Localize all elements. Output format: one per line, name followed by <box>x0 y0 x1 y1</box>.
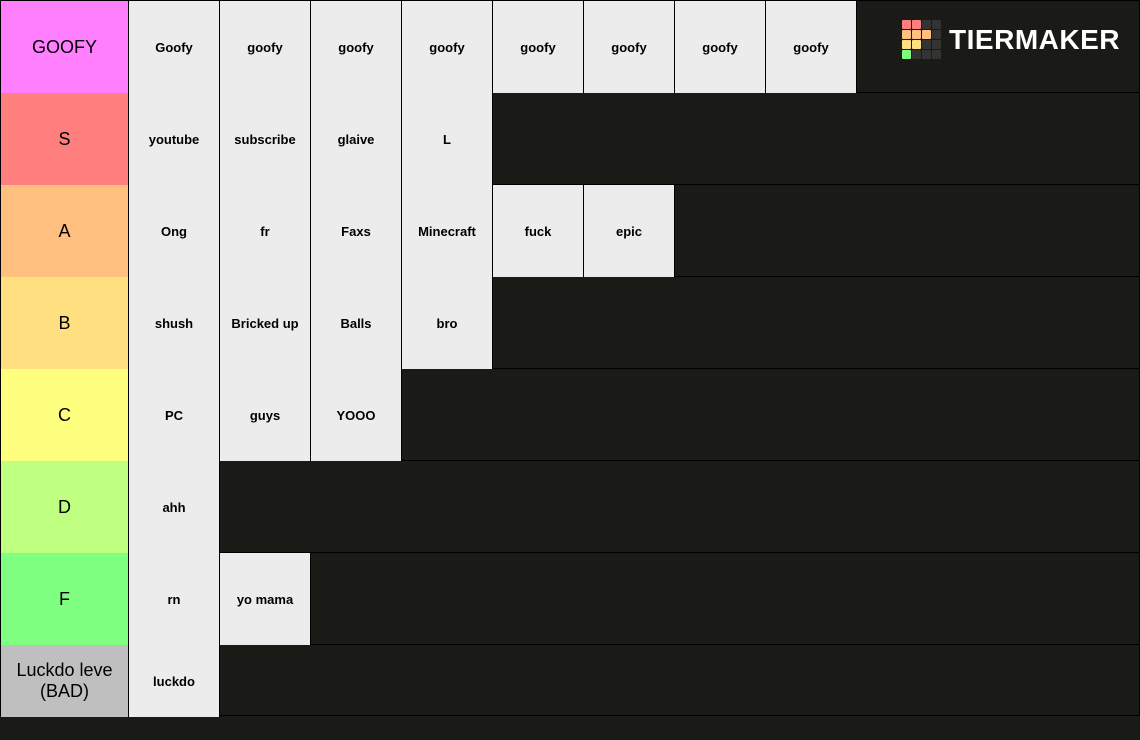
logo-cell <box>922 40 931 49</box>
tier-items[interactable]: luckdo <box>129 645 1139 715</box>
logo-cell <box>922 50 931 59</box>
tier-label[interactable]: GOOFY <box>1 1 129 93</box>
tier-item[interactable]: goofy <box>220 1 311 93</box>
tier-item[interactable]: goofy <box>402 1 493 93</box>
tier-item[interactable]: goofy <box>584 1 675 93</box>
tier-items[interactable]: ahh <box>129 461 1139 552</box>
logo-cell <box>922 30 931 39</box>
tier-item[interactable]: goofy <box>311 1 402 93</box>
logo-cell <box>912 50 921 59</box>
logo-cell <box>932 30 941 39</box>
tier-item[interactable]: epic <box>584 185 675 277</box>
tier-item[interactable]: fr <box>220 185 311 277</box>
tiermaker-logo-text: TIERMAKER <box>949 24 1120 56</box>
tier-item[interactable]: Minecraft <box>402 185 493 277</box>
tier-item[interactable]: yo mama <box>220 553 311 645</box>
tier-row: CPCguysYOOO <box>0 368 1140 460</box>
tier-item[interactable]: YOOO <box>311 369 402 461</box>
tier-item[interactable]: guys <box>220 369 311 461</box>
logo-cell <box>902 20 911 29</box>
logo-cell <box>932 50 941 59</box>
tier-item[interactable]: Goofy <box>129 1 220 93</box>
tier-label[interactable]: D <box>1 461 129 553</box>
logo-cell <box>902 40 911 49</box>
tier-row: Frnyo mama <box>0 552 1140 644</box>
tier-row: AOngfrFaxsMinecraftfuckepic <box>0 184 1140 276</box>
tier-item[interactable]: youtube <box>129 93 220 185</box>
tier-label[interactable]: A <box>1 185 129 277</box>
logo-cell <box>922 20 931 29</box>
tier-item[interactable]: fuck <box>493 185 584 277</box>
tier-item[interactable]: Balls <box>311 277 402 369</box>
tier-row: BshushBricked upBallsbro <box>0 276 1140 368</box>
logo-cell <box>902 30 911 39</box>
logo-cell <box>912 30 921 39</box>
tiermaker-logo: TIERMAKER <box>902 20 1120 59</box>
tier-label[interactable]: C <box>1 369 129 461</box>
tier-item[interactable]: bro <box>402 277 493 369</box>
tier-item[interactable]: luckdo <box>129 645 220 717</box>
tier-item[interactable]: L <box>402 93 493 185</box>
tier-row: SyoutubesubscribeglaiveL <box>0 92 1140 184</box>
tier-item[interactable]: PC <box>129 369 220 461</box>
tier-list: GOOFYGoofygoofygoofygoofygoofygoofygoofy… <box>0 0 1140 716</box>
tier-item[interactable]: glaive <box>311 93 402 185</box>
tier-row: Luckdo leve (BAD)luckdo <box>0 644 1140 716</box>
tier-item[interactable]: subscribe <box>220 93 311 185</box>
logo-cell <box>912 20 921 29</box>
tier-label[interactable]: F <box>1 553 129 645</box>
tiermaker-logo-grid <box>902 20 941 59</box>
tier-label[interactable]: B <box>1 277 129 369</box>
logo-cell <box>902 50 911 59</box>
tier-item[interactable]: goofy <box>493 1 584 93</box>
tier-item[interactable]: Bricked up <box>220 277 311 369</box>
tier-items[interactable]: rnyo mama <box>129 553 1139 644</box>
tier-item[interactable]: ahh <box>129 461 220 553</box>
tier-label[interactable]: Luckdo leve (BAD) <box>1 645 129 717</box>
tier-items[interactable]: youtubesubscribeglaiveL <box>129 93 1139 184</box>
tier-item[interactable]: Faxs <box>311 185 402 277</box>
tier-item[interactable]: goofy <box>766 1 857 93</box>
tier-item[interactable]: Ong <box>129 185 220 277</box>
tier-item[interactable]: shush <box>129 277 220 369</box>
logo-cell <box>932 40 941 49</box>
tier-items[interactable]: OngfrFaxsMinecraftfuckepic <box>129 185 1139 276</box>
tier-item[interactable]: rn <box>129 553 220 645</box>
tier-items[interactable]: PCguysYOOO <box>129 369 1139 460</box>
tier-item[interactable]: goofy <box>675 1 766 93</box>
tier-row: Dahh <box>0 460 1140 552</box>
logo-cell <box>912 40 921 49</box>
logo-cell <box>932 20 941 29</box>
tier-items[interactable]: shushBricked upBallsbro <box>129 277 1139 368</box>
tier-label[interactable]: S <box>1 93 129 185</box>
